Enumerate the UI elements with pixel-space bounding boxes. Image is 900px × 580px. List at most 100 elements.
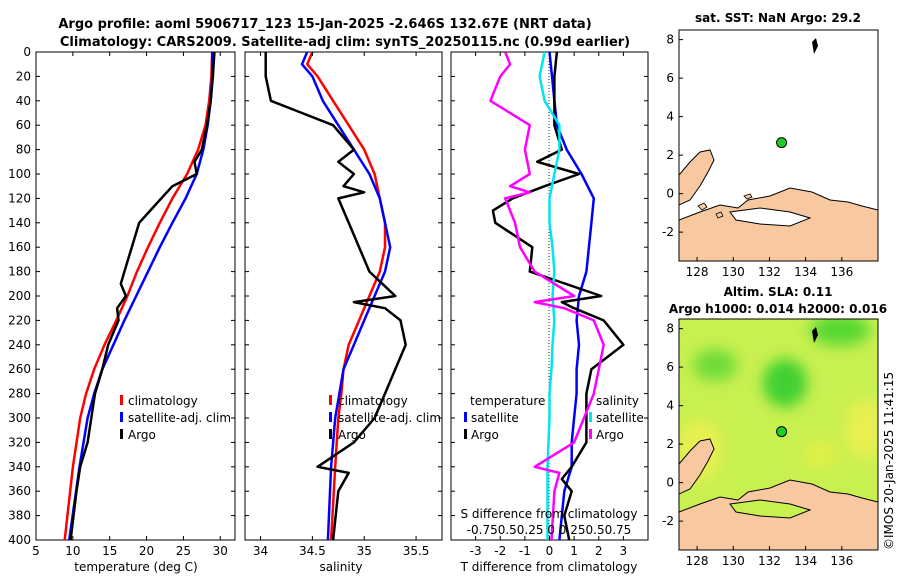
series-line-t-argo	[491, 52, 625, 540]
legend-swatch-satellite	[329, 412, 332, 422]
legend-swatch-argo	[120, 429, 123, 439]
legend-satellite-adj-clim: satellite-adj. clim	[128, 411, 231, 425]
map-x-tick-label: 130	[722, 265, 745, 279]
depth-tick-label: 40	[16, 94, 31, 108]
difference-legend: temperature salinity satellite Argo sate…	[464, 394, 644, 442]
sla-map-subtitle: Argo h1000: 0.014 h2000: 0.016	[669, 302, 887, 316]
sla-map-argo-marker	[776, 426, 788, 438]
x-tick-label: -1	[519, 544, 531, 558]
x-tick-label: 30	[213, 544, 228, 558]
salinity-axes-box	[244, 51, 443, 541]
x-tick-label: 35	[357, 544, 372, 558]
legend-argo: Argo	[128, 428, 156, 442]
salinity-x-ticks: 34 34.5 35 35.5	[245, 51, 442, 558]
x-tick-label: 3	[620, 544, 628, 558]
map-x-tick-label: 134	[794, 554, 817, 568]
legend-s-satellite: satellite	[596, 411, 644, 425]
depth-tick-label: 20	[16, 69, 31, 83]
x-tick-label: 34	[253, 544, 268, 558]
map-y-tick-label: 4	[666, 110, 674, 124]
map-y-tick-label: -2	[662, 225, 674, 239]
map-x-tick-label: 128	[686, 554, 709, 568]
depth-tick-label: 260	[8, 362, 31, 376]
series-line-argo	[69, 52, 216, 540]
temperature-xlabel: temperature (deg C)	[74, 560, 197, 574]
legend-swatch-t-argo	[464, 429, 467, 439]
x-tick-label: 15	[102, 544, 117, 558]
map-y-tick-label: 8	[666, 33, 674, 47]
depth-tick-label: 200	[8, 289, 31, 303]
legend-s-argo: Argo	[596, 428, 624, 442]
legend-t-satellite: satellite	[471, 411, 519, 425]
series-line-satellite-adj-clim	[300, 52, 392, 540]
sst-map-land	[679, 38, 878, 261]
depth-axis-labels: 0 20 40 60 80 100 120 140 160 180 200 220 240 260 280 3…	[8, 45, 31, 547]
temperature-x-ticks: 5 10 15 20 25 30	[32, 51, 235, 558]
sla-map-ticks: 128 130 132 134 136 -2 0 2 4 6 8	[662, 322, 853, 568]
map-y-tick-label: -2	[662, 514, 674, 528]
depth-tick-label: 100	[8, 167, 31, 181]
temperature-panel: 5 10 15 20 25 30 temperature (deg C) climatol…	[32, 51, 236, 574]
legend-swatch-s-satellite	[589, 412, 592, 422]
depth-tick-label: 360	[8, 484, 31, 498]
sst-map-argo-marker	[776, 137, 788, 149]
figure-title-line1: Argo profile: aoml 5906717_123 15-Jan-20…	[58, 17, 591, 32]
x-tick-label: 2	[595, 544, 603, 558]
figure-title-line2: Climatology: CARS2009. Satellite-adj cli…	[60, 35, 630, 50]
map-y-tick-label: 6	[666, 360, 674, 374]
x-tick-label: 1	[570, 544, 578, 558]
legend-climatology: climatology	[338, 394, 408, 408]
map-x-tick-label: 134	[794, 265, 817, 279]
series-line-s-argo	[489, 52, 605, 540]
legend-title-temperature: temperature	[470, 394, 545, 408]
sla-map-frame	[678, 318, 879, 551]
map-y-tick-label: 2	[666, 148, 674, 162]
salinity-series	[264, 52, 407, 540]
series-line-argo	[264, 52, 407, 540]
depth-tick-label: 300	[8, 411, 31, 425]
depth-tick-label: 180	[8, 265, 31, 279]
temperature-series	[63, 52, 216, 540]
legend-swatch-climatology	[120, 395, 123, 405]
depth-tick-label: 340	[8, 460, 31, 474]
legend-t-argo: Argo	[471, 428, 499, 442]
x-tick-label: 20	[139, 544, 154, 558]
map-y-tick-label: 8	[666, 322, 674, 336]
sst-map-title: sat. SST: NaN Argo: 29.2	[695, 11, 861, 25]
legend-satellite-adj-clim: satellite-adj. clim	[338, 411, 441, 425]
map-y-tick-label: 2	[666, 437, 674, 451]
map-x-tick-label: 136	[830, 554, 853, 568]
legend-swatch-argo	[329, 429, 332, 439]
map-x-tick-label: 132	[758, 554, 781, 568]
difference-axes-box	[450, 51, 649, 541]
t-difference-xlabel: T difference from climatology	[460, 560, 638, 574]
x-tick-label: 34.5	[299, 544, 326, 558]
legend-climatology: climatology	[128, 394, 198, 408]
x-tick-label: -3	[470, 544, 482, 558]
series-line-climatology	[63, 52, 214, 540]
map-y-tick-label: 4	[666, 399, 674, 413]
depth-tick-label: 400	[8, 533, 31, 547]
depth-tick-label: 140	[8, 216, 31, 230]
legend-argo: Argo	[338, 428, 366, 442]
depth-tick-label: 120	[8, 191, 31, 205]
depth-tick-label: 320	[8, 435, 31, 449]
salinity-legend: climatology satellite-adj. clim Argo	[329, 394, 441, 442]
difference-series	[489, 52, 625, 540]
sst-map-panel: sat. SST: NaN Argo: 29.2 128 130 132 134 136…	[662, 11, 879, 279]
map-x-tick-label: 130	[722, 554, 745, 568]
s-difference-tick-labels: -0.750.50.25 0 0.250.50.75	[467, 523, 632, 537]
legend-title-salinity: salinity	[596, 394, 639, 408]
depth-tick-label: 80	[16, 143, 31, 157]
map-y-tick-label: 6	[666, 71, 674, 85]
sla-map-field	[679, 319, 878, 550]
series-line-s-satellite	[538, 52, 561, 540]
salinity-xlabel: salinity	[319, 560, 362, 574]
depth-tick-label: 280	[8, 387, 31, 401]
depth-tick-label: 380	[8, 509, 31, 523]
x-tick-label: 25	[176, 544, 191, 558]
map-x-tick-label: 136	[830, 265, 853, 279]
difference-x-ticks: -3 -2 -1 0 1 2 3	[451, 51, 648, 558]
depth-tick-label: 220	[8, 313, 31, 327]
